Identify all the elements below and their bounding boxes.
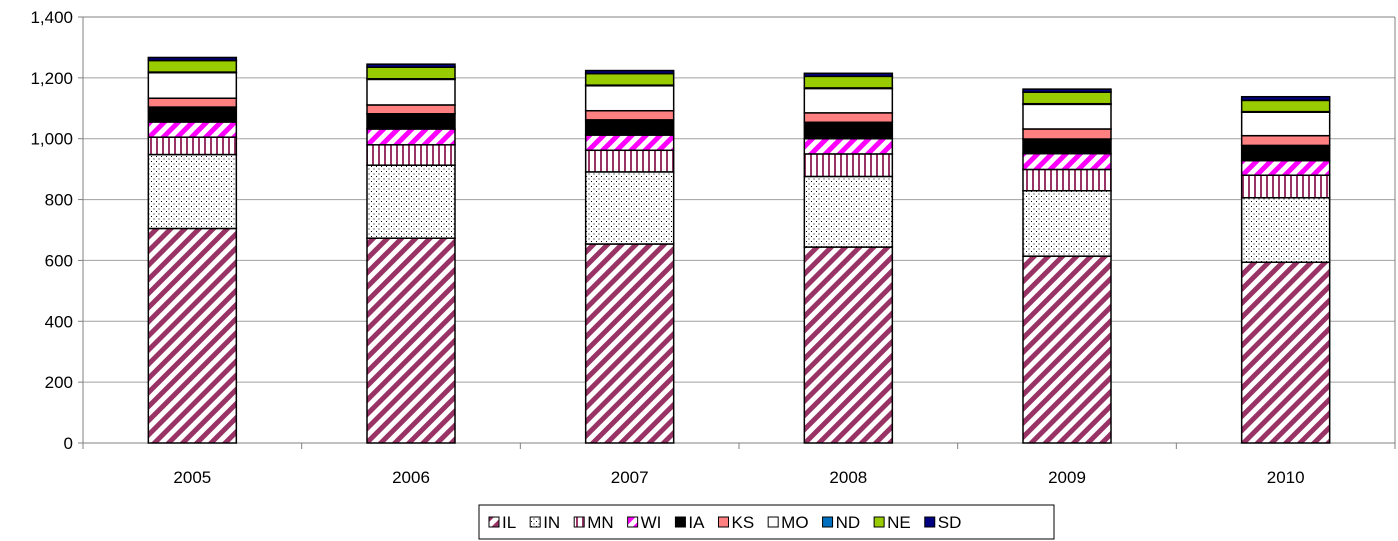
bar-segment-mo-2008 bbox=[803, 87, 894, 114]
bar-segment-il-2010 bbox=[1240, 261, 1331, 444]
bar-segment-mn-2008 bbox=[803, 153, 894, 178]
y-tick-label: 800 bbox=[45, 191, 73, 210]
bar-segment-in-2009 bbox=[1022, 189, 1112, 257]
legend-label-ne: NE bbox=[887, 513, 911, 532]
legend-label-nd: ND bbox=[836, 513, 861, 532]
bar-segment-ia-2006 bbox=[366, 113, 456, 130]
bar-segment-il-2007 bbox=[584, 243, 675, 444]
x-tick-label: 2010 bbox=[1267, 468, 1305, 487]
bars bbox=[147, 56, 1331, 444]
legend-label-il: IL bbox=[502, 513, 516, 532]
bar-segment-ia-2008 bbox=[803, 121, 894, 140]
bar-segment-il-2005 bbox=[147, 227, 238, 444]
y-tick-label: 1,400 bbox=[30, 8, 73, 27]
bar-segment-wi-2009 bbox=[1022, 152, 1112, 171]
y-tick-label: 0 bbox=[64, 434, 73, 453]
x-tick-label: 2009 bbox=[1048, 468, 1086, 487]
bar-segment-sd-2007 bbox=[584, 69, 675, 75]
bar-segment-in-2008 bbox=[803, 175, 894, 248]
legend-label-mo: MO bbox=[781, 513, 808, 532]
y-tick-label: 200 bbox=[45, 373, 73, 392]
bar-segment-ia-2010 bbox=[1240, 144, 1331, 162]
bar-segment-ne-2006 bbox=[366, 66, 456, 80]
legend-swatch-il bbox=[488, 516, 500, 528]
legend-label-wi: WI bbox=[641, 513, 662, 532]
bar-segment-ia-2007 bbox=[584, 119, 675, 136]
bar-segment-ne-2007 bbox=[584, 72, 675, 86]
bar-segment-ks-2009 bbox=[1022, 128, 1112, 140]
bar-segment-ks-2008 bbox=[803, 112, 894, 124]
bar-segment-ne-2009 bbox=[1022, 91, 1112, 105]
bar-segment-in-2010 bbox=[1240, 196, 1331, 264]
legend-swatch-sd bbox=[924, 516, 936, 528]
legend-box bbox=[478, 504, 1055, 540]
x-tick-label: 2007 bbox=[611, 468, 649, 487]
bar-segment-ne-2008 bbox=[803, 75, 894, 89]
x-tick-label: 2005 bbox=[173, 468, 211, 487]
legend-swatch-wi bbox=[627, 516, 639, 528]
bar-segment-wi-2007 bbox=[584, 134, 675, 152]
legend-swatch-ia bbox=[674, 516, 686, 528]
bar-segment-mo-2006 bbox=[366, 78, 456, 106]
legend-swatch-ks bbox=[717, 516, 729, 528]
x-tick-label: 2008 bbox=[829, 468, 867, 487]
bar-segment-mn-2005 bbox=[147, 136, 238, 156]
bar-segment-mo-2007 bbox=[584, 85, 675, 112]
bar-segment-mn-2010 bbox=[1240, 174, 1331, 199]
legend-label-sd: SD bbox=[938, 513, 962, 532]
bar-segment-ne-2010 bbox=[1240, 99, 1331, 113]
x-tick-label: 2006 bbox=[392, 468, 430, 487]
axes bbox=[78, 16, 1396, 449]
bar-segment-wi-2008 bbox=[803, 137, 894, 155]
bar-segment-il-2008 bbox=[803, 246, 894, 444]
bar-segment-mo-2005 bbox=[147, 71, 238, 99]
bar-segment-mn-2009 bbox=[1022, 168, 1112, 192]
legend-label-ia: IA bbox=[688, 513, 705, 532]
bar-segment-mn-2007 bbox=[584, 149, 675, 173]
tick-labels: 0 200 400 600 800 1,000 1,200 1,400 2005 2006 2007… bbox=[30, 8, 1304, 487]
bar-segment-ks-2007 bbox=[584, 109, 675, 121]
bar-segment-wi-2006 bbox=[366, 128, 456, 146]
bar-segment-wi-2005 bbox=[147, 121, 238, 138]
bar-segment-il-2006 bbox=[366, 237, 456, 444]
bar-segment-ks-2005 bbox=[147, 97, 238, 108]
gridlines bbox=[83, 16, 1395, 383]
legend-swatch-in bbox=[529, 516, 541, 528]
bar-segment-mn-2006 bbox=[366, 144, 456, 166]
y-tick-label: 600 bbox=[45, 251, 73, 270]
bar-segment-ia-2005 bbox=[147, 106, 238, 123]
bar-segment-wi-2010 bbox=[1240, 159, 1331, 176]
bar-segment-in-2006 bbox=[366, 164, 456, 239]
bar-segment-in-2007 bbox=[584, 171, 675, 245]
legend-swatch-ne bbox=[873, 516, 885, 528]
bar-segment-ks-2010 bbox=[1240, 134, 1331, 147]
bar-segment-sd-2010 bbox=[1240, 95, 1331, 102]
y-tick-label: 1,200 bbox=[30, 69, 73, 88]
bar-segment-il-2009 bbox=[1022, 255, 1112, 444]
bar-segment-sd-2006 bbox=[366, 63, 456, 68]
bar-segment-mo-2010 bbox=[1240, 111, 1331, 137]
bar-segment-ne-2005 bbox=[147, 59, 238, 73]
legend-swatch-mn bbox=[573, 516, 585, 528]
bar-segment-sd-2005 bbox=[147, 56, 238, 62]
legend-swatch-nd bbox=[822, 516, 834, 528]
bar-segment-ia-2009 bbox=[1022, 138, 1112, 155]
legend-label-in: IN bbox=[543, 513, 560, 532]
y-tick-label: 1,000 bbox=[30, 130, 73, 149]
bar-segment-sd-2009 bbox=[1022, 88, 1112, 93]
legend-label-ks: KS bbox=[731, 513, 754, 532]
legend: IL IN MN WI IA KS MO ND NE SD bbox=[478, 504, 1055, 540]
bar-segment-sd-2008 bbox=[803, 72, 894, 78]
legend-swatch-mo bbox=[767, 516, 779, 528]
bar-segment-ks-2006 bbox=[366, 104, 456, 115]
y-tick-label: 400 bbox=[45, 312, 73, 331]
legend-label-mn: MN bbox=[587, 513, 613, 532]
bar-segment-in-2005 bbox=[147, 153, 238, 230]
bar-segment-mo-2009 bbox=[1022, 103, 1112, 130]
